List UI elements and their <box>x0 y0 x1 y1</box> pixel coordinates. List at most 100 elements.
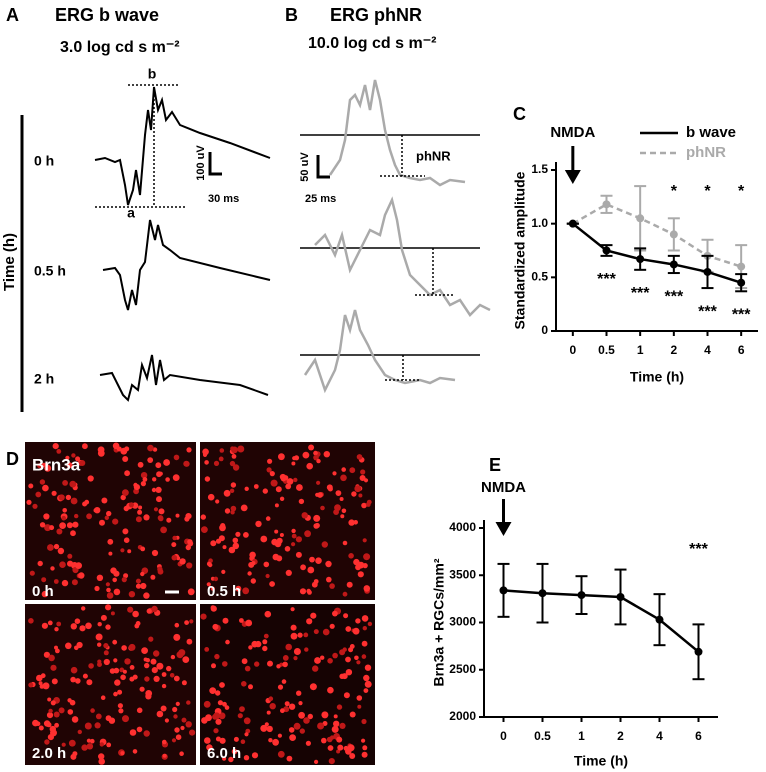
cell <box>349 753 356 759</box>
cell <box>363 585 371 592</box>
cell <box>285 643 293 651</box>
cell <box>298 498 305 505</box>
cell <box>122 489 129 496</box>
row-label: 0.5 h <box>34 263 66 279</box>
cell <box>247 571 252 576</box>
cell <box>361 751 368 758</box>
cell <box>172 474 180 481</box>
cell <box>55 648 60 654</box>
cell <box>158 516 164 522</box>
cell <box>274 503 279 508</box>
cell <box>289 734 296 741</box>
cell <box>265 573 270 579</box>
cell <box>50 664 57 671</box>
cell <box>69 480 77 488</box>
point <box>577 591 586 600</box>
cell <box>221 569 226 575</box>
cell <box>124 446 130 452</box>
stain-label: Brn3a <box>32 455 81 474</box>
cell <box>200 514 206 520</box>
cell <box>153 675 160 683</box>
cell <box>218 535 225 542</box>
cell <box>305 740 311 746</box>
cell <box>250 578 256 584</box>
cell <box>342 540 348 546</box>
cell <box>352 627 360 635</box>
cell <box>307 713 313 720</box>
cell <box>309 683 317 691</box>
cell <box>210 586 215 591</box>
cell <box>231 446 238 454</box>
cell <box>97 642 102 647</box>
cell <box>341 508 347 514</box>
cell <box>293 648 301 655</box>
cell <box>278 453 285 461</box>
cell <box>209 687 217 694</box>
panel-label: B <box>285 5 298 25</box>
cell <box>67 698 72 703</box>
cell <box>120 751 125 756</box>
cell <box>364 680 372 688</box>
micrographs <box>25 442 375 765</box>
cell <box>272 738 279 746</box>
cell <box>46 722 52 728</box>
cell <box>59 561 66 568</box>
cell <box>346 581 353 588</box>
erg-trace <box>328 79 466 187</box>
cell <box>173 454 180 461</box>
cell <box>230 482 237 488</box>
cell <box>122 715 129 723</box>
cell <box>147 444 154 452</box>
cell <box>218 456 224 462</box>
cell <box>71 453 76 458</box>
cell <box>213 712 221 720</box>
cell <box>282 661 288 668</box>
cell <box>323 451 330 458</box>
cell <box>298 701 303 706</box>
x-tick-label: 1 <box>578 729 585 743</box>
cell <box>32 503 38 509</box>
cell <box>354 655 359 661</box>
point <box>694 647 703 656</box>
cell <box>181 680 187 686</box>
erg-trace <box>99 354 269 402</box>
y-tick-label: 0 <box>541 323 548 337</box>
cell <box>61 742 66 747</box>
cell <box>150 574 156 580</box>
cell <box>299 588 307 595</box>
panel-subtitle: 10.0 log cd s m⁻² <box>308 35 436 52</box>
annotation: * <box>704 183 711 200</box>
cell <box>201 526 208 533</box>
cell <box>296 484 303 491</box>
cell <box>162 739 167 745</box>
panel-label: E <box>489 455 501 475</box>
cell <box>315 557 322 564</box>
cell <box>336 749 341 754</box>
cell <box>286 755 293 762</box>
cell <box>75 562 82 569</box>
cell <box>166 517 172 523</box>
cell <box>331 725 339 733</box>
cell <box>206 744 213 751</box>
cell <box>100 695 106 700</box>
cell <box>241 658 248 665</box>
cell <box>47 544 54 551</box>
cell <box>364 664 372 671</box>
cell <box>150 658 157 665</box>
cell <box>86 738 91 743</box>
cell <box>277 750 285 758</box>
arrow-head <box>495 522 512 536</box>
cell <box>105 582 110 587</box>
cell <box>254 661 260 667</box>
cell <box>75 678 81 684</box>
cell <box>313 450 318 456</box>
cell <box>300 564 306 571</box>
cell <box>82 673 88 679</box>
cell <box>26 499 32 505</box>
cell <box>173 714 178 719</box>
cell <box>333 720 340 727</box>
annotation: * <box>671 183 678 200</box>
cell <box>100 614 107 621</box>
cell <box>137 509 143 515</box>
